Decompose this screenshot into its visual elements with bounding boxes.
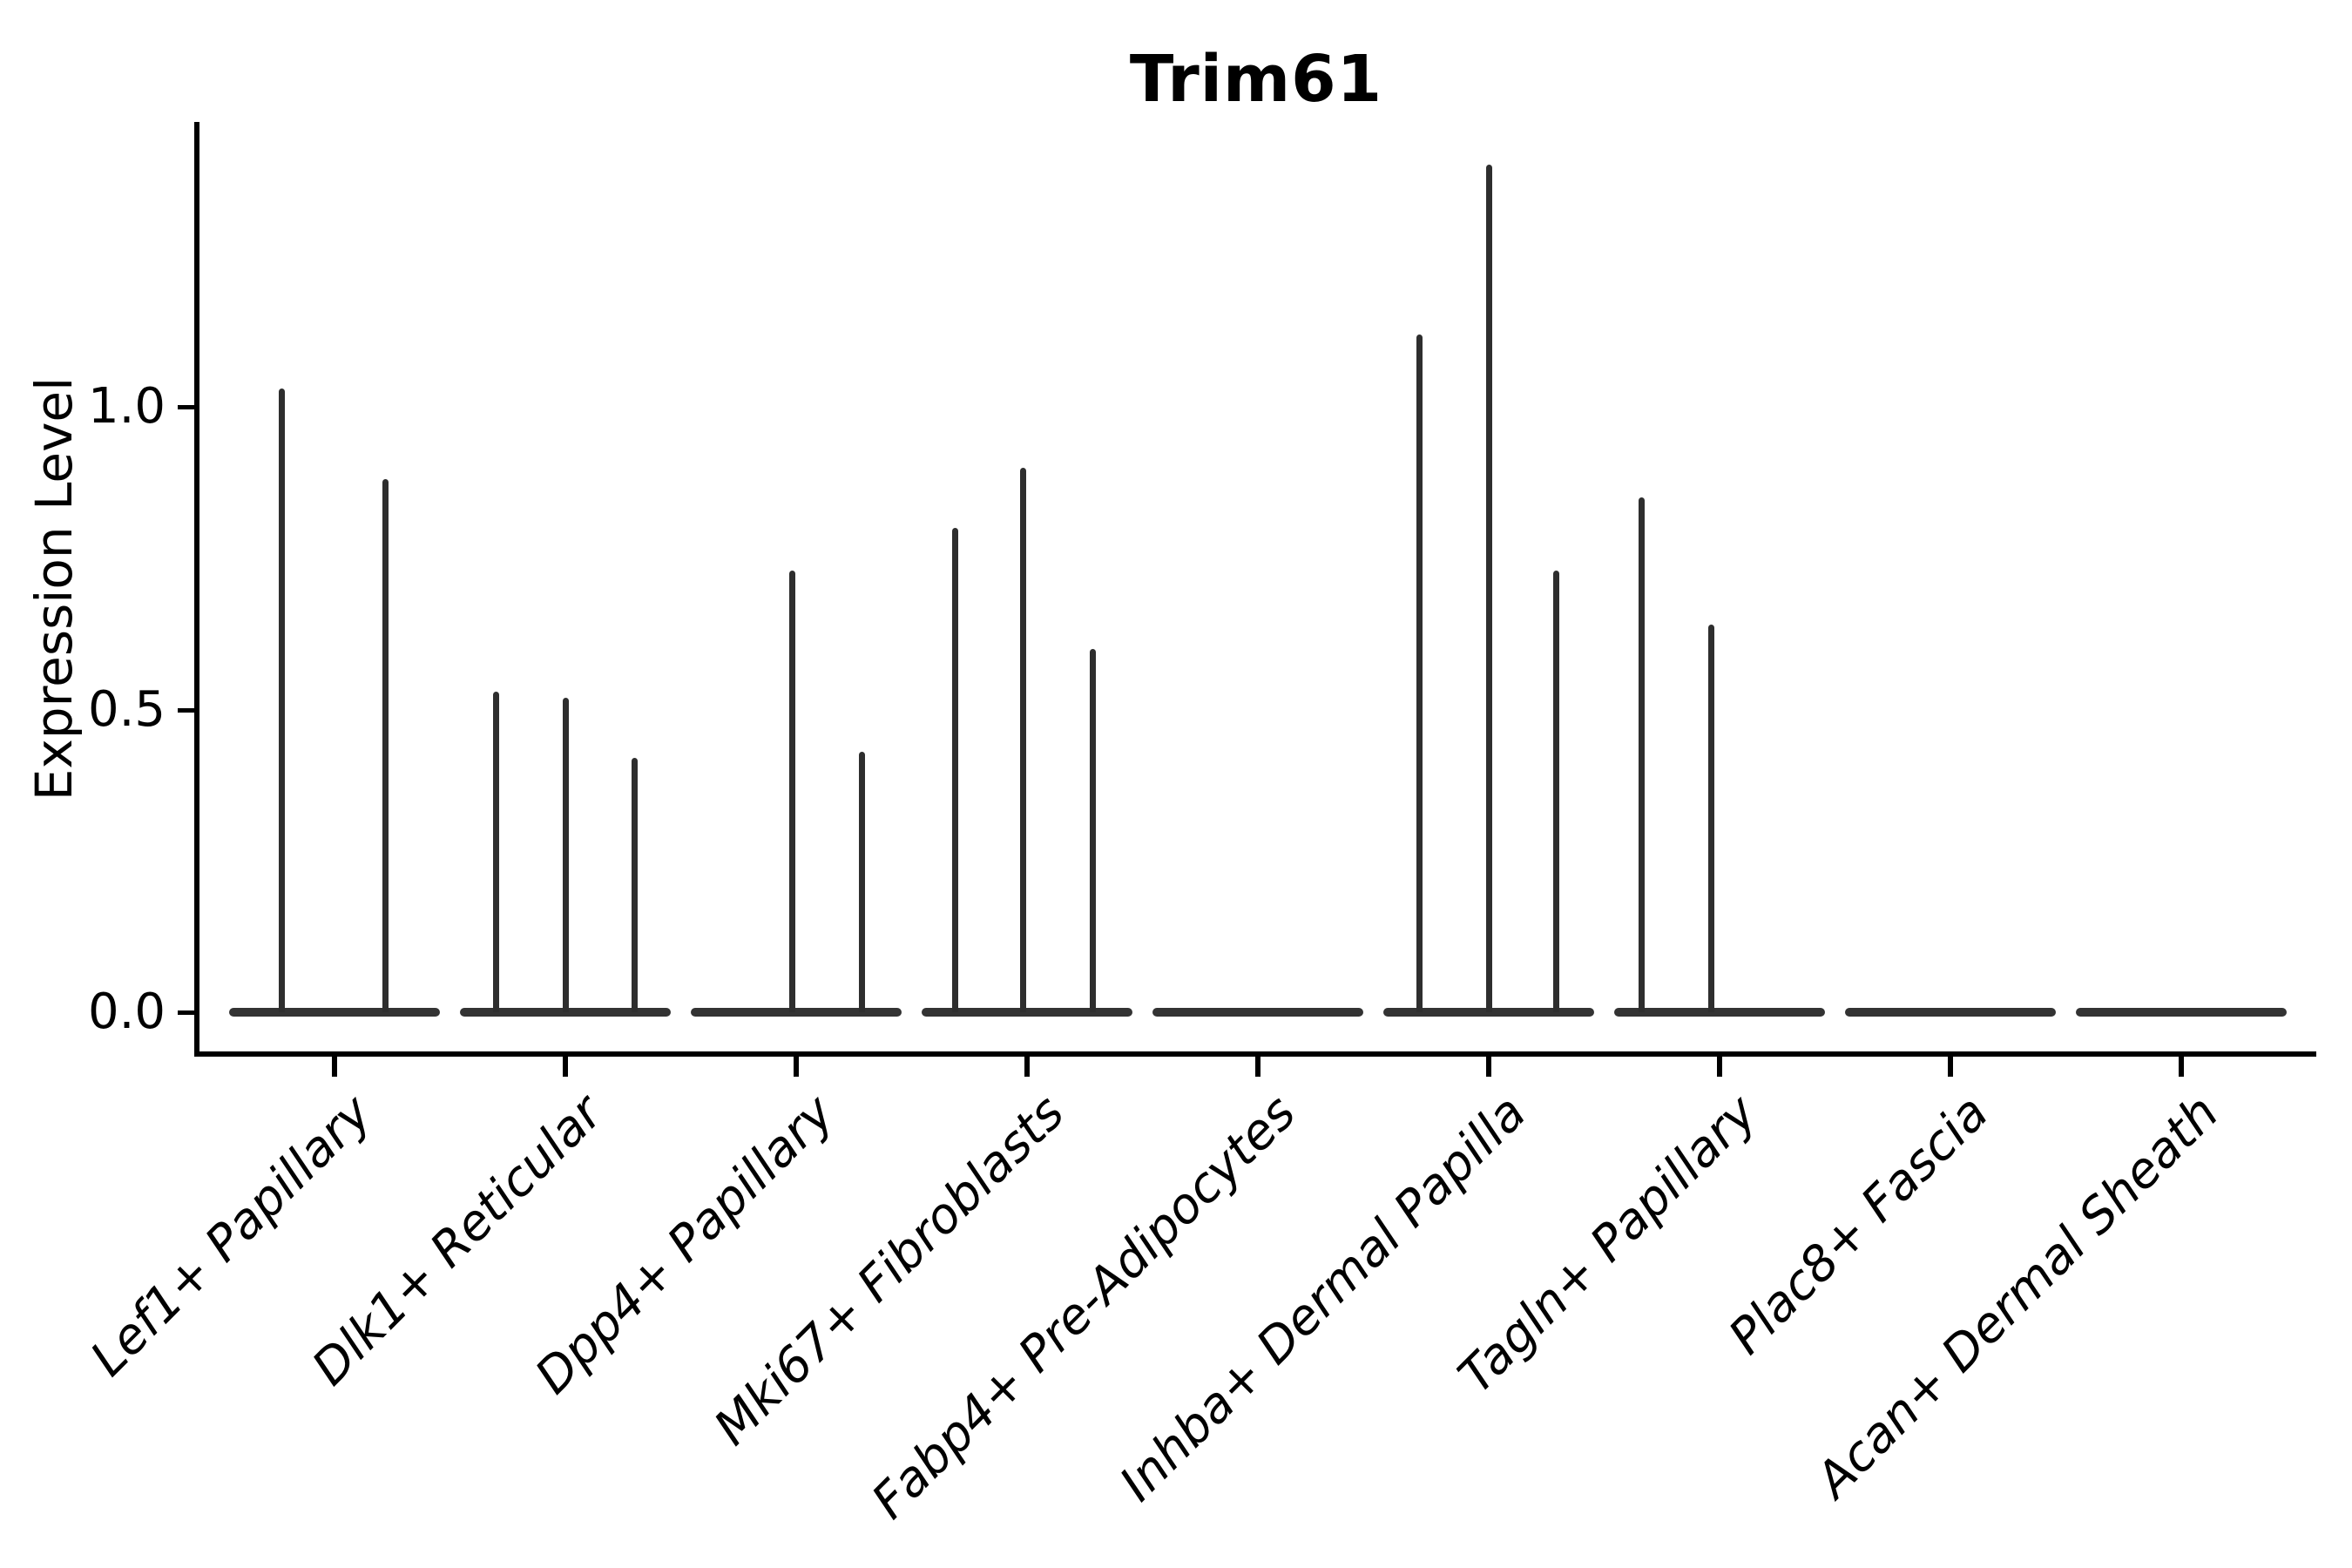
x-tick-mark [563,1057,568,1077]
violin-spike [492,691,499,1012]
violin-spike [562,697,569,1012]
violin-spike [788,570,795,1012]
violin-baseline [691,1008,902,1017]
violin-spike [952,528,959,1012]
violin-spike [382,479,389,1012]
x-tick-mark [1255,1057,1260,1077]
x-tick-mark [1948,1057,1953,1077]
x-tick-mark [1486,1057,1491,1077]
violin-spike [1638,497,1645,1012]
violin-spike [1552,570,1559,1012]
plot-title: Trim61 [1129,42,1383,117]
y-tick-mark [178,405,198,409]
x-tick-mark [2179,1057,2184,1077]
y-tick-mark [178,707,198,713]
x-tick-mark [1024,1057,1030,1077]
y-axis-spine [194,122,199,1057]
x-tick-label: Inhba+ Dermal Papilla [1109,1084,1538,1512]
violin-baseline [229,1008,440,1017]
x-tick-label: Fabp4+ Pre-Adipocytes [861,1084,1307,1531]
y-axis-label: Expression Level [24,376,84,801]
violin-spike [1416,334,1423,1012]
violin-spike [1707,625,1714,1012]
violin-baseline [1383,1008,1594,1017]
violin-baseline [1614,1008,1825,1017]
y-tick-label: 0.5 [87,680,166,738]
y-tick-mark [178,1010,198,1015]
violin-spike [1485,165,1492,1012]
y-tick-label: 0.0 [87,983,166,1040]
x-axis-spine [194,1051,2316,1057]
violin-spike [279,389,285,1012]
violin-baseline [922,1008,1132,1017]
y-tick-label: 1.0 [87,378,166,435]
violin-baseline [1845,1008,2056,1017]
x-tick-mark [332,1057,337,1077]
violin-baseline [460,1008,671,1017]
x-tick-label: Acan+ Dermal Sheath [1805,1084,2230,1509]
x-tick-mark [1717,1057,1722,1077]
violin-spike [632,758,639,1012]
violin-baseline [1152,1008,1363,1017]
violin-baseline [2076,1008,2287,1017]
violin-spike [1089,649,1096,1012]
violin-spike [858,752,865,1012]
x-tick-mark [794,1057,799,1077]
violin-spike [1019,467,1026,1012]
